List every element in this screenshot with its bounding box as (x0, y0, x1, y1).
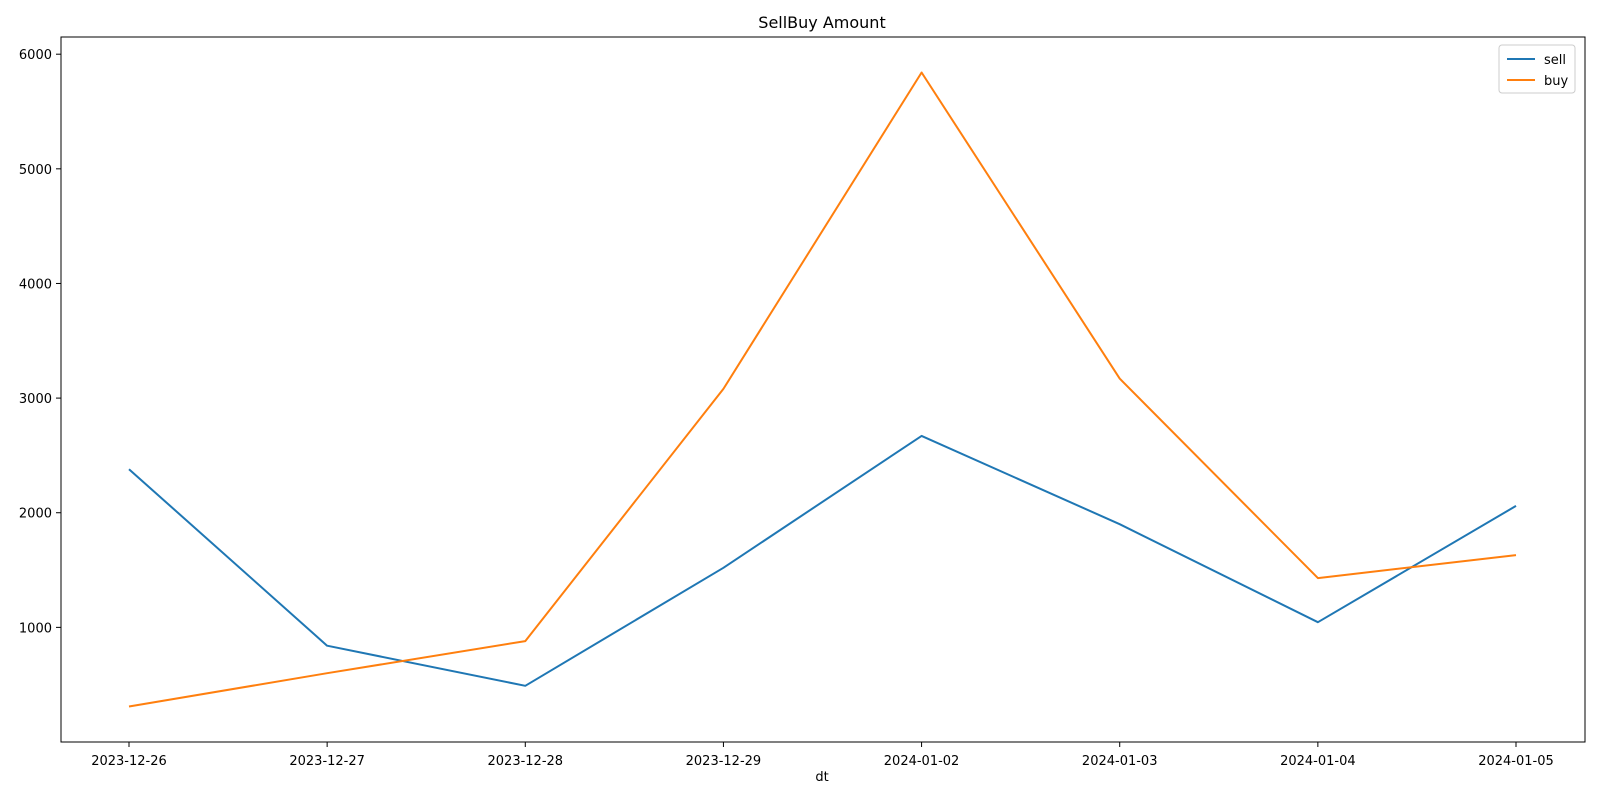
y-axis: 1000 2000 3000 4000 5000 6000 (19, 48, 61, 636)
series-layer (128, 71, 1517, 708)
y-tick-label: 3000 (19, 392, 52, 407)
x-tick-label: 2023-12-26 (91, 754, 167, 769)
y-tick-label: 1000 (19, 621, 52, 636)
x-tick-label: 2023-12-28 (488, 754, 564, 769)
legend-label-sell: sell (1544, 53, 1566, 68)
x-tick-label: 2024-01-05 (1478, 754, 1554, 769)
y-tick-label: 2000 (19, 507, 52, 522)
x-axis-label: dt (815, 770, 828, 785)
x-tick-label: 2024-01-03 (1082, 754, 1158, 769)
legend-label-buy: buy (1544, 74, 1568, 89)
chart-title: SellBuy Amount (758, 13, 885, 32)
plot-area-frame (60, 36, 1586, 743)
series-line-sell (128, 434, 1517, 687)
x-tick-label: 2023-12-27 (289, 754, 365, 769)
x-tick-label: 2023-12-29 (686, 754, 762, 769)
legend: sell buy (1498, 44, 1576, 94)
y-tick-label: 5000 (19, 163, 52, 178)
x-tick-label: 2024-01-04 (1280, 754, 1356, 769)
x-tick-label: 2024-01-02 (884, 754, 960, 769)
x-axis: 2023-12-26 2023-12-27 2023-12-28 2023-12-29… (91, 742, 1554, 769)
y-tick-label: 4000 (19, 277, 52, 292)
series-line-buy (128, 71, 1517, 708)
y-tick-label: 6000 (19, 48, 52, 63)
